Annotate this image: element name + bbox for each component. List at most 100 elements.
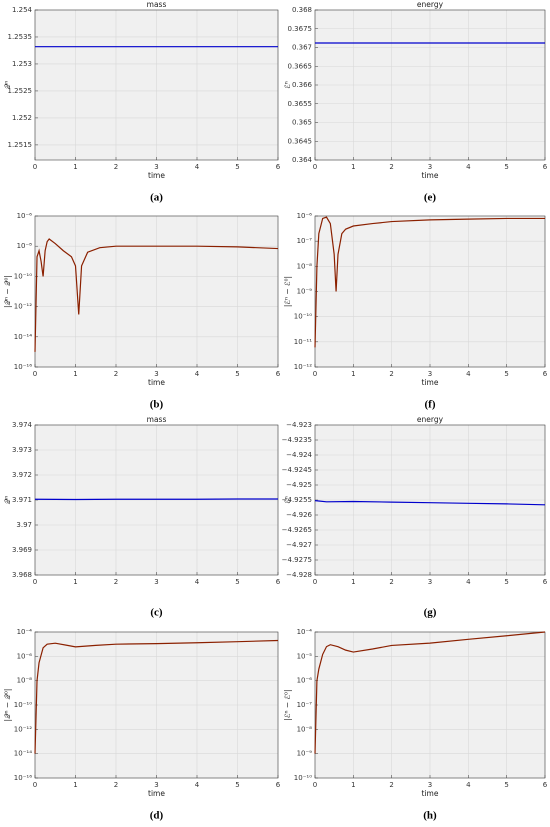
x-tick-label: 6 bbox=[543, 163, 548, 171]
y-tick-label: −4.926 bbox=[286, 511, 312, 519]
y-axis-label: |ℰⁿ − ℰ⁰| bbox=[283, 276, 292, 307]
y-tick-label: 10⁻¹¹ bbox=[294, 338, 312, 346]
x-tick-label: 2 bbox=[114, 578, 118, 586]
x-tick-label: 2 bbox=[114, 781, 118, 789]
caption: (a) bbox=[150, 192, 163, 204]
axes-frame bbox=[34, 631, 279, 779]
caption: (b) bbox=[150, 399, 164, 411]
y-tick-label: 10⁻¹⁰ bbox=[294, 313, 312, 321]
y-tick-label: 10⁻¹⁰ bbox=[14, 272, 32, 280]
y-tick-label: 0.3655 bbox=[288, 100, 313, 108]
y-tick-label: 10⁻⁶ bbox=[297, 677, 313, 685]
x-axis-label: time bbox=[148, 378, 165, 387]
y-tick-label: −4.9255 bbox=[282, 496, 312, 504]
x-axis-label: time bbox=[422, 378, 439, 387]
y-tick-label: 3.969 bbox=[12, 546, 32, 554]
y-axis-label: ℰⁿ bbox=[283, 496, 292, 504]
y-axis-label: |𝒬ⁿ − 𝒬⁰| bbox=[3, 689, 12, 722]
y-tick-label: 10⁻⁶ bbox=[297, 212, 313, 220]
x-tick-label: 6 bbox=[276, 781, 281, 789]
axes-frame bbox=[314, 9, 546, 161]
y-tick-label: 1.253 bbox=[12, 60, 32, 68]
x-tick-label: 3 bbox=[428, 163, 432, 171]
y-tick-label: 10⁻⁹ bbox=[297, 750, 313, 758]
y-tick-label: 10⁻¹² bbox=[294, 363, 312, 371]
y-tick-label: 0.365 bbox=[292, 119, 312, 127]
y-tick-label: −4.928 bbox=[286, 571, 312, 579]
x-tick-label: 1 bbox=[351, 781, 355, 789]
x-axis-label: time bbox=[148, 789, 165, 798]
y-tick-label: 1.252 bbox=[12, 114, 32, 122]
x-tick-label: 3 bbox=[154, 781, 158, 789]
x-tick-label: 3 bbox=[154, 578, 158, 586]
y-tick-label: −4.9235 bbox=[282, 436, 312, 444]
caption: (c) bbox=[150, 607, 163, 619]
x-tick-label: 1 bbox=[73, 370, 77, 378]
x-tick-label: 6 bbox=[276, 578, 281, 586]
x-tick-label: 4 bbox=[195, 163, 200, 171]
y-tick-label: 10⁻¹² bbox=[14, 725, 32, 733]
x-tick-label: 2 bbox=[114, 370, 118, 378]
y-tick-label: 10⁻⁶ bbox=[17, 652, 33, 660]
y-tick-label: 10⁻¹⁰ bbox=[294, 774, 312, 782]
y-tick-label: 10⁻⁹ bbox=[297, 288, 313, 296]
y-tick-label: −4.9245 bbox=[282, 466, 312, 474]
x-tick-label: 1 bbox=[351, 370, 355, 378]
caption: (e) bbox=[424, 192, 437, 204]
axes-frame bbox=[314, 631, 546, 779]
x-tick-label: 2 bbox=[389, 781, 393, 789]
y-tick-label: 10⁻¹⁶ bbox=[14, 774, 32, 782]
y-tick-label: 0.368 bbox=[292, 6, 312, 14]
x-tick-label: 2 bbox=[389, 163, 393, 171]
x-tick-label: 3 bbox=[428, 370, 432, 378]
x-tick-label: 4 bbox=[466, 578, 471, 586]
chart-title: energy bbox=[417, 415, 444, 424]
x-tick-label: 0 bbox=[33, 163, 37, 171]
y-tick-label: 10⁻⁴ bbox=[297, 628, 313, 636]
y-tick-label: 1.2515 bbox=[8, 141, 33, 149]
x-axis-label: time bbox=[148, 171, 165, 180]
x-tick-label: 5 bbox=[235, 370, 239, 378]
y-tick-label: 10⁻¹⁴ bbox=[14, 750, 32, 758]
axes-frame bbox=[314, 215, 546, 368]
x-tick-label: 4 bbox=[195, 370, 200, 378]
y-tick-label: −4.9275 bbox=[282, 556, 312, 564]
x-tick-label: 3 bbox=[154, 370, 158, 378]
y-tick-label: 10⁻¹⁶ bbox=[14, 363, 32, 371]
data-line bbox=[314, 216, 545, 348]
chart-title: mass bbox=[147, 0, 167, 9]
y-tick-label: −4.9265 bbox=[282, 526, 312, 534]
x-tick-label: 6 bbox=[543, 578, 548, 586]
x-tick-label: 4 bbox=[466, 781, 471, 789]
axes-frame bbox=[34, 215, 279, 368]
caption: (f) bbox=[425, 399, 436, 411]
y-tick-label: 3.972 bbox=[12, 471, 32, 479]
y-tick-label: 10⁻⁷ bbox=[297, 237, 313, 245]
data-line bbox=[314, 631, 546, 754]
y-tick-label: 10⁻⁸ bbox=[17, 677, 33, 685]
x-tick-label: 0 bbox=[313, 781, 317, 789]
x-tick-label: 5 bbox=[504, 578, 508, 586]
y-tick-label: 10⁻⁷ bbox=[297, 701, 313, 709]
x-tick-label: 1 bbox=[351, 578, 355, 586]
x-tick-label: 5 bbox=[235, 578, 239, 586]
y-tick-label: 10⁻⁵ bbox=[297, 652, 313, 660]
data-line bbox=[314, 500, 546, 506]
x-tick-label: 4 bbox=[195, 781, 200, 789]
x-tick-label: 0 bbox=[33, 578, 37, 586]
x-tick-label: 5 bbox=[504, 781, 508, 789]
x-tick-label: 1 bbox=[73, 781, 77, 789]
axes-frame bbox=[314, 424, 546, 576]
y-axis-label: ℰⁿ bbox=[283, 81, 292, 89]
x-axis-label: time bbox=[422, 171, 439, 180]
x-tick-label: 6 bbox=[543, 781, 548, 789]
y-tick-label: 3.97 bbox=[16, 521, 32, 529]
x-tick-label: 2 bbox=[389, 578, 393, 586]
data-line bbox=[34, 238, 279, 352]
x-tick-label: 5 bbox=[235, 781, 239, 789]
x-tick-label: 1 bbox=[73, 578, 77, 586]
x-tick-label: 0 bbox=[313, 370, 317, 378]
y-tick-label: 0.3665 bbox=[288, 62, 313, 70]
x-tick-label: 0 bbox=[33, 370, 37, 378]
